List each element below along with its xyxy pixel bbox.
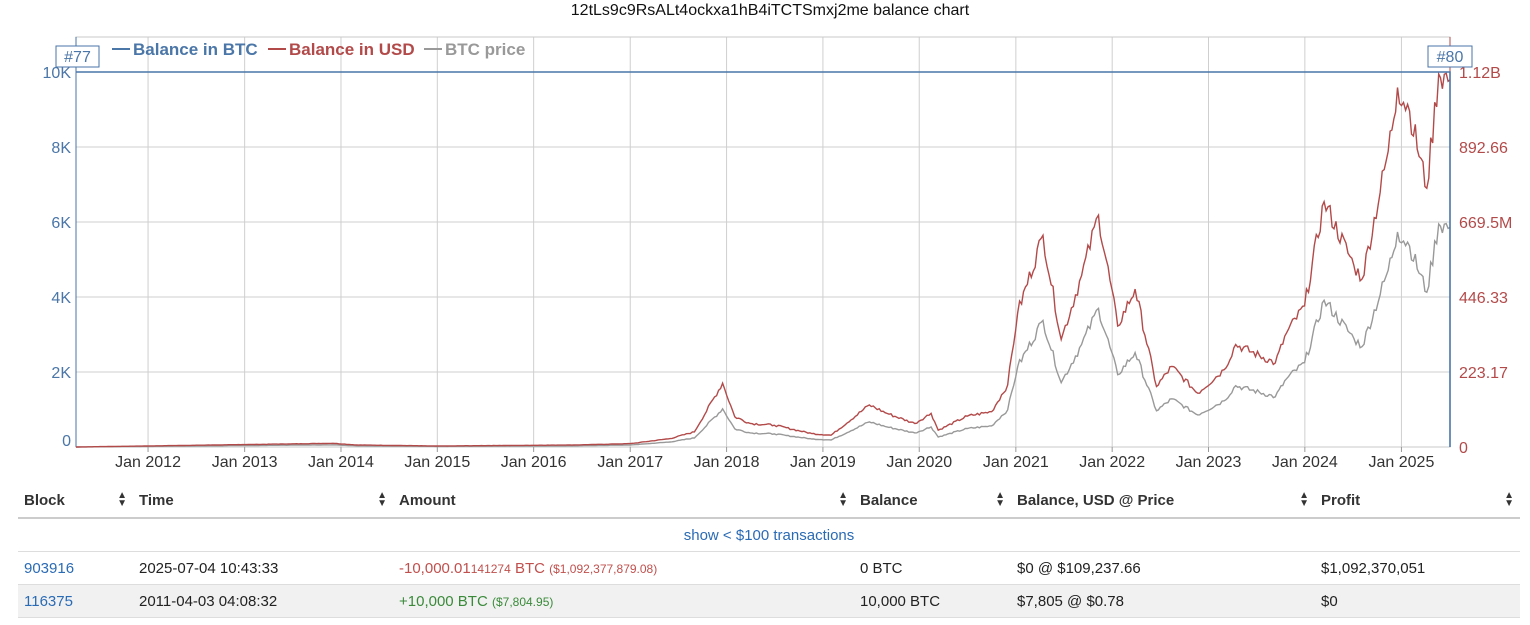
y-right-tick-label: 892.66	[1459, 140, 1508, 157]
amount-cell: +10,000 BTC ($7,804.95)	[393, 584, 854, 618]
table-row: 903916 2025-07-04 10:43:33 -10,000.01141…	[18, 551, 1520, 585]
sort-icon[interactable]: ▲ ▼	[1504, 490, 1514, 509]
y-right-tick-label: 1.12B	[1459, 65, 1501, 82]
show-small-transactions-row: show < $100 transactions	[18, 518, 1520, 552]
x-tick-label: Jan 2024	[1272, 454, 1338, 471]
col-header-time[interactable]: Time ▲ ▼	[133, 484, 393, 519]
time-cell: 2025-07-04 10:43:33	[133, 551, 393, 585]
y-right-tick-label: 446.33	[1459, 290, 1508, 307]
y-right-tick-label: 0	[1459, 440, 1468, 457]
plot-area	[75, 36, 1451, 448]
series-line-balance-btc	[76, 71, 1451, 447]
amount-cell: -10,000.01141274 BTC ($1,092,377,879.08)	[393, 551, 854, 585]
balance-cell: 10,000 BTC	[854, 584, 1011, 618]
x-tick-label: Jan 2021	[983, 454, 1049, 471]
x-tick-label: Jan 2022	[1079, 454, 1145, 471]
time-cell: 2011-04-03 04:08:32	[133, 584, 393, 618]
x-tick-label: Jan 2016	[501, 454, 567, 471]
x-tick-label: Jan 2017	[597, 454, 663, 471]
balance-chart: 12tLs9c9RsALt4ockxa1hB4iTCTSmxj2me balan…	[43, 2, 1513, 471]
col-header-profit[interactable]: Profit ▲ ▼	[1315, 484, 1520, 519]
col-header-block[interactable]: Block ▲ ▼	[18, 484, 133, 519]
profit-cell: $0	[1315, 584, 1520, 618]
sort-icon[interactable]: ▲ ▼	[838, 490, 848, 509]
x-tick-label: Jan 2012	[115, 454, 181, 471]
marker-start[interactable]: #77	[55, 45, 100, 68]
balance-usd-cell: $7,805 @ $0.78	[1011, 584, 1315, 618]
y-axis-right: 0 223.17 446.33 669.5M 892.66 1.12B	[1449, 37, 1512, 457]
table-row: 116375 2011-04-03 04:08:32 +10,000 BTC (…	[18, 584, 1520, 618]
series-line-btc-price	[76, 222, 1451, 448]
y-left-tick-label: 8K	[51, 140, 71, 157]
y-right-tick-label: 223.17	[1459, 365, 1508, 382]
block-link[interactable]: 116375	[24, 592, 73, 610]
series-line-balance-usd	[76, 71, 1451, 448]
chart-title: 12tLs9c9RsALt4ockxa1hB4iTCTSmxj2me balan…	[571, 2, 970, 19]
marker-end-label: #80	[1437, 49, 1464, 66]
x-tick-label: Jan 2013	[212, 454, 278, 471]
y-left-tick-label: 6K	[51, 215, 71, 232]
marker-end[interactable]: #80	[1427, 45, 1473, 68]
balance-cell: 0 BTC	[854, 551, 1011, 585]
y-left-tick-label: 4K	[51, 290, 71, 307]
x-tick-label: Jan 2020	[886, 454, 952, 471]
x-axis: Jan 2012 Jan 2013 Jan 2014 Jan 2015 Jan 2016…	[115, 447, 1434, 471]
balance-usd-cell: $0 @ $109,237.66	[1011, 551, 1315, 585]
chart-grid	[76, 37, 1450, 448]
x-tick-label: Jan 2018	[694, 454, 760, 471]
x-tick-label: Jan 2023	[1176, 454, 1242, 471]
col-header-amount[interactable]: Amount ▲ ▼	[393, 484, 854, 519]
x-tick-label: Jan 2014	[308, 454, 374, 471]
marker-start-label: #77	[64, 49, 91, 66]
y-left-tick-label: 2K	[51, 365, 71, 382]
y-left-tick-label: 0	[62, 433, 71, 450]
col-header-balance-usd[interactable]: Balance, USD @ Price ▲ ▼	[1011, 484, 1315, 519]
chart-legend: Balance in BTC Balance in USD BTC price	[112, 40, 525, 59]
sort-icon[interactable]: ▲ ▼	[995, 490, 1005, 509]
sort-icon[interactable]: ▲ ▼	[117, 490, 127, 509]
y-right-tick-label: 669.5M	[1459, 215, 1512, 232]
y-left-tick-label: 10K	[43, 65, 72, 82]
table-header-row: Block ▲ ▼ Time ▲ ▼ Amount ▲ ▼ Balance ▲ ▼ Balanc…	[18, 484, 1520, 519]
block-link[interactable]: 903916	[24, 559, 75, 577]
profit-cell: $1,092,370,051	[1315, 551, 1520, 585]
legend-item-balance-usd[interactable]: Balance in USD	[289, 40, 415, 59]
show-small-transactions-link[interactable]: show < $100 transactions	[683, 526, 855, 544]
transactions-table: Block ▲ ▼ Time ▲ ▼ Amount ▲ ▼ Balance ▲ ▼ Balanc…	[18, 484, 1520, 618]
col-header-balance[interactable]: Balance ▲ ▼	[854, 484, 1011, 519]
x-tick-label: Jan 2015	[404, 454, 470, 471]
sort-icon[interactable]: ▲ ▼	[1299, 490, 1309, 509]
y-axis-left: 0 2K 4K 6K 8K 10K	[43, 37, 77, 450]
sort-icon[interactable]: ▲ ▼	[377, 490, 387, 509]
x-tick-label: Jan 2019	[790, 454, 856, 471]
legend-item-btc-price[interactable]: BTC price	[445, 40, 525, 59]
x-tick-label: Jan 2025	[1369, 454, 1435, 471]
legend-item-balance-btc[interactable]: Balance in BTC	[133, 40, 258, 59]
